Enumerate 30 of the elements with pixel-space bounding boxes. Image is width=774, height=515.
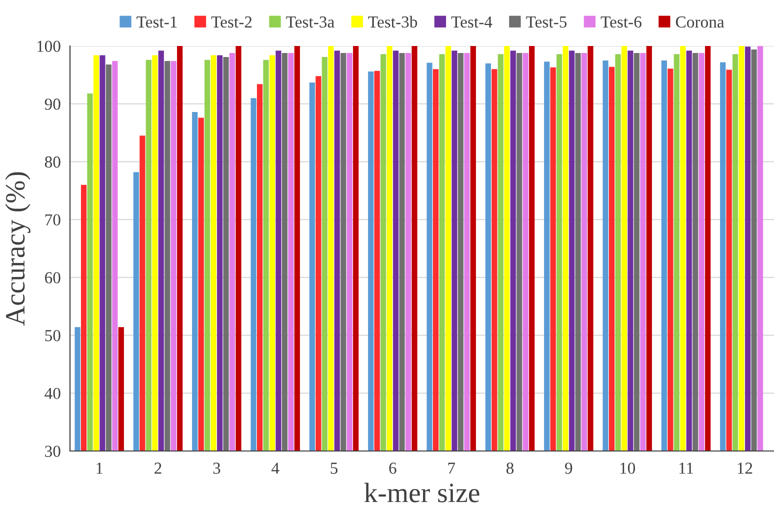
y-tick-label: 40 [44,388,60,400]
legend-label: Test-2 [211,16,252,28]
x-tick-label: 12 [738,462,752,474]
legend-label: Test-5 [526,16,567,28]
x-tick-label: 8 [506,462,514,474]
legend-label: Test-1 [136,16,177,28]
y-tick-label: 90 [44,98,60,110]
x-tick-label: 9 [565,462,572,474]
y-tick-label: 100 [37,40,60,52]
x-tick-label: 11 [679,462,694,474]
y-tick-label: 60 [45,272,60,284]
x-tick-label: 3 [213,462,220,474]
legend-label: Test-3b [368,16,418,28]
x-tick-label: 4 [271,462,280,474]
y-axis-title: Accuracy (%) [5,172,30,326]
legend-label: Test-6 [600,16,642,28]
x-tick-label: 10 [620,462,636,474]
x-axis-title: k-mer size [364,482,480,502]
y-tick-label: 70 [45,214,60,226]
x-tick-label: 2 [154,462,162,474]
x-tick-label: 6 [389,462,396,474]
legend-label: Corona [676,16,724,28]
x-tick-label: 7 [448,462,456,474]
y-tick-label: 50 [45,330,60,342]
y-tick-label: 30 [45,446,60,457]
x-tick-label: 1 [96,462,102,474]
legend-label: Test-4 [451,16,492,28]
x-tick-label: 5 [330,462,338,474]
legend-label: Test-3a [286,16,334,28]
y-tick-label: 80 [44,156,60,168]
